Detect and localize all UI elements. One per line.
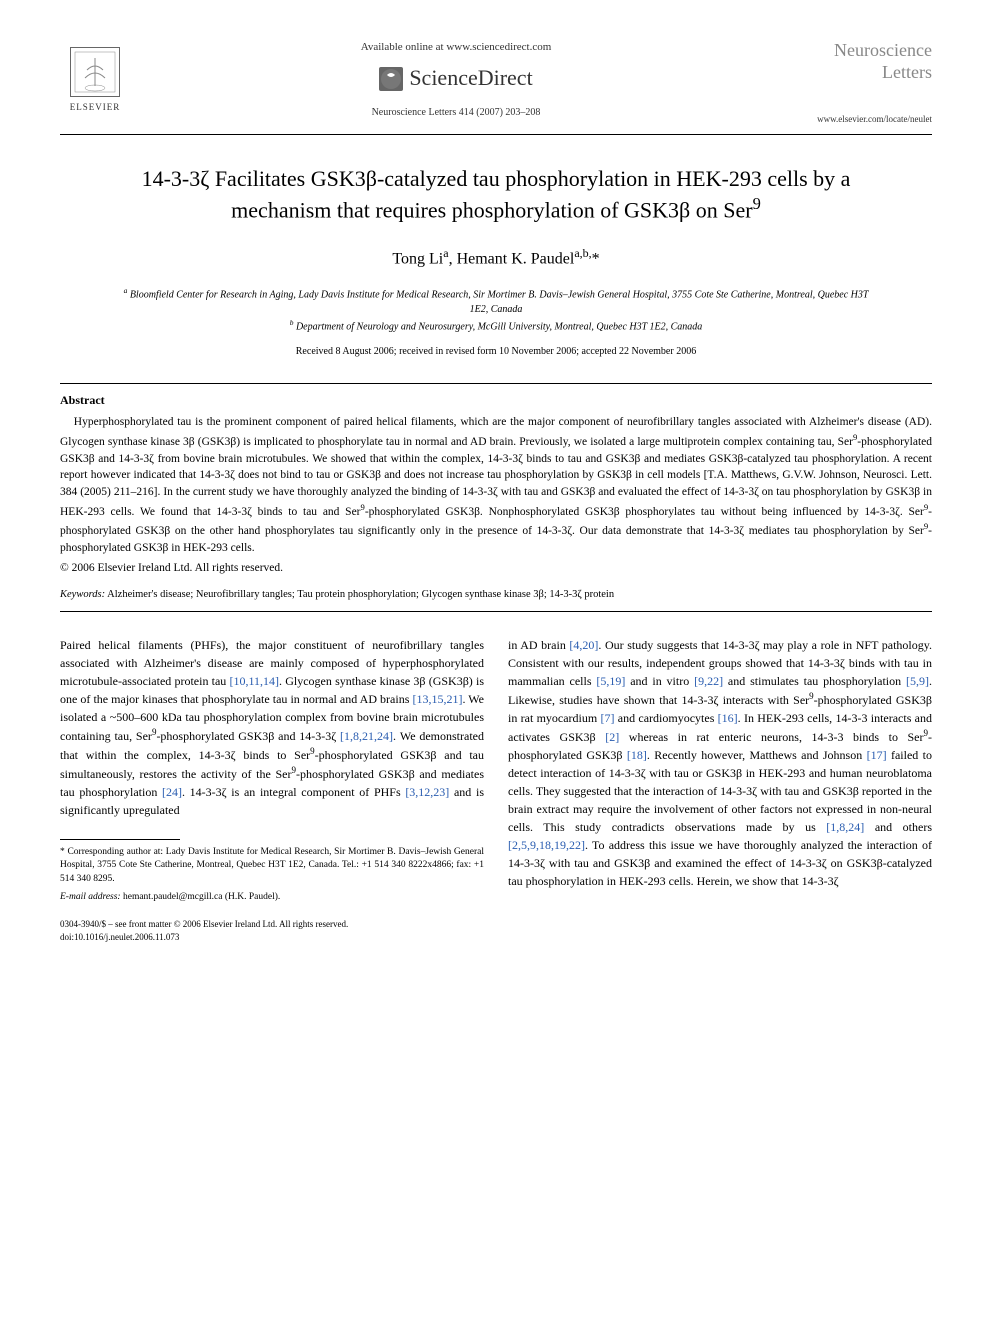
- footnote-divider: [60, 839, 180, 840]
- footer-line1: 0304-3940/$ – see front matter © 2006 El…: [60, 918, 932, 931]
- header-row: ELSEVIER Available online at www.science…: [60, 40, 932, 126]
- affiliations: a Bloomfield Center for Research in Agin…: [60, 285, 932, 335]
- elsevier-label: ELSEVIER: [70, 101, 121, 114]
- body-column-right: in AD brain [4,20]. Our study suggests t…: [508, 636, 932, 904]
- journal-title-box: Neuroscience Letters www.elsevier.com/lo…: [782, 40, 932, 126]
- abstract-bottom-divider: [60, 611, 932, 612]
- keywords-label: Keywords:: [60, 589, 105, 600]
- sciencedirect-text: ScienceDirect: [409, 63, 532, 94]
- journal-url: www.elsevier.com/locate/neulet: [782, 113, 932, 126]
- authors: Tong Lia, Hemant K. Paudela,b,*: [60, 245, 932, 271]
- abstract-heading: Abstract: [60, 392, 932, 409]
- article-dates: Received 8 August 2006; received in revi…: [60, 345, 932, 359]
- available-online-text: Available online at www.sciencedirect.co…: [150, 40, 762, 55]
- elsevier-tree-icon: [70, 47, 120, 97]
- footer-info: 0304-3940/$ – see front matter © 2006 El…: [60, 918, 932, 943]
- sciencedirect-logo: ScienceDirect: [150, 63, 762, 94]
- email-name: (H.K. Paudel).: [225, 892, 280, 902]
- body-text-left: Paired helical filaments (PHFs), the maj…: [60, 636, 484, 819]
- article-title: 14-3-3ζ Facilitates GSK3β-catalyzed tau …: [60, 165, 932, 226]
- footnote-email: E-mail address: hemant.paudel@mcgill.ca …: [60, 890, 484, 904]
- header-divider: [60, 134, 932, 135]
- center-header: Available online at www.sciencedirect.co…: [130, 40, 782, 120]
- keywords-text: Alzheimer's disease; Neurofibrillary tan…: [107, 589, 614, 600]
- body-column-left: Paired helical filaments (PHFs), the maj…: [60, 636, 484, 904]
- journal-reference: Neuroscience Letters 414 (2007) 203–208: [150, 106, 762, 120]
- abstract-top-divider: [60, 383, 932, 384]
- email-label: E-mail address:: [60, 892, 121, 902]
- affiliation-a: a Bloomfield Center for Research in Agin…: [120, 285, 872, 317]
- email-address[interactable]: hemant.paudel@mcgill.ca: [123, 892, 223, 902]
- sciencedirect-icon: [379, 67, 403, 91]
- corresponding-author-footnote: * Corresponding author at: Lady Davis In…: [60, 846, 484, 886]
- abstract-copyright: © 2006 Elsevier Ireland Ltd. All rights …: [60, 560, 932, 576]
- body-columns: Paired helical filaments (PHFs), the maj…: [60, 636, 932, 904]
- journal-title: Neuroscience Letters: [782, 40, 932, 83]
- footer-line2: doi:10.1016/j.neulet.2006.11.073: [60, 931, 932, 944]
- elsevier-logo: ELSEVIER: [60, 40, 130, 120]
- abstract-text: Hyperphosphorylated tau is the prominent…: [60, 414, 932, 556]
- affiliation-b: b Department of Neurology and Neurosurge…: [120, 317, 872, 334]
- keywords: Keywords: Alzheimer's disease; Neurofibr…: [60, 588, 932, 603]
